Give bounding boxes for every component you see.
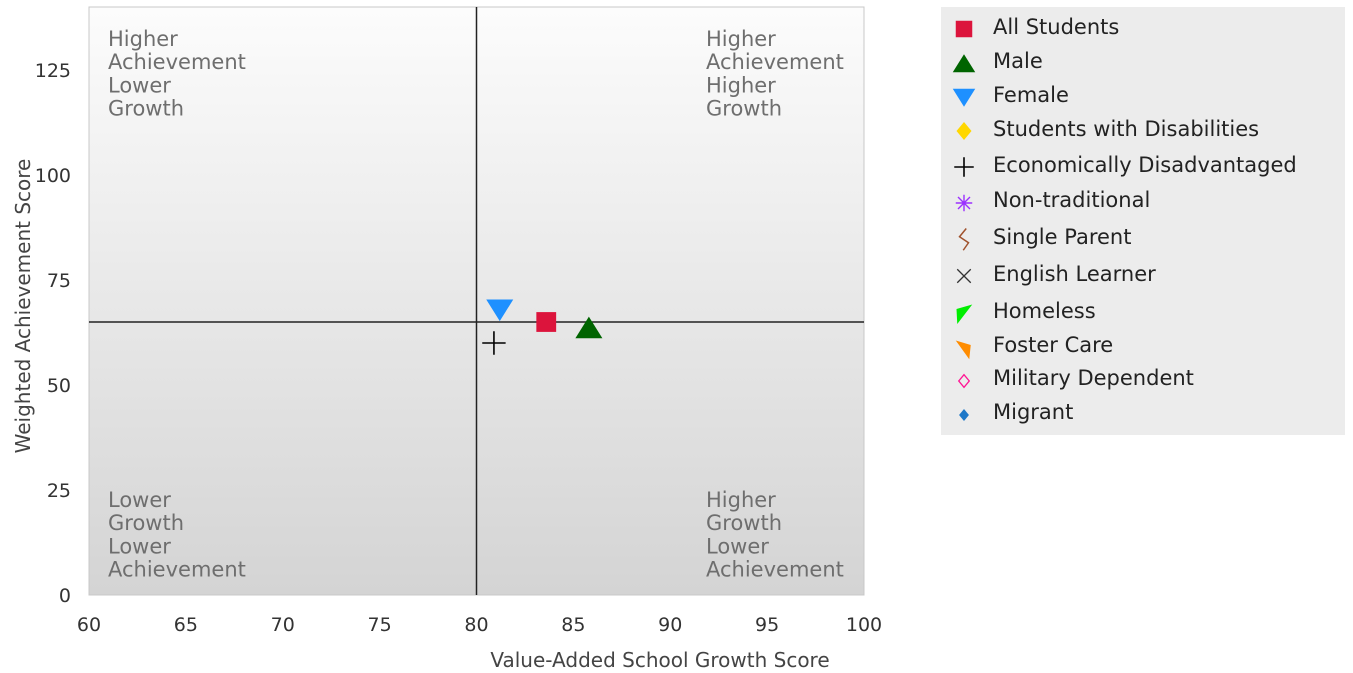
legend-marker [956, 268, 972, 284]
quadrant-label-bottom-right: Growth [706, 511, 782, 535]
y-tick-label: 0 [59, 585, 71, 607]
quadrant-label-top-right: Higher [706, 27, 776, 51]
legend-label[interactable]: Migrant [993, 400, 1073, 424]
y-axis-label: Weighted Achievement Score [11, 159, 35, 454]
quadrant-labels: HigherAchievementLowerGrowthHigherAchiev… [108, 27, 844, 582]
x-tick-label: 60 [77, 614, 101, 636]
legend-marker [956, 122, 972, 140]
legend-label[interactable]: Single Parent [993, 225, 1131, 249]
quadrant-label-bottom-right: Higher [706, 488, 776, 512]
quadrant-label-top-left: Higher [108, 27, 178, 51]
reference-lines [89, 7, 864, 595]
quadrant-label-top-right: Achievement [706, 50, 844, 74]
x-tick-label: 70 [271, 614, 295, 636]
legend-label[interactable]: Female [993, 83, 1069, 107]
legend[interactable]: All Students Male Female Students with Disa… [952, 15, 1297, 424]
quadrant-label-bottom-left: Achievement [108, 558, 246, 582]
quadrant-label-bottom-left: Lower [108, 488, 171, 512]
x-tick-label: 75 [368, 614, 392, 636]
y-tick-label: 75 [47, 270, 71, 292]
legend-label[interactable]: Military Dependent [993, 366, 1194, 390]
legend-label[interactable]: Economically Disadvantaged [993, 153, 1297, 177]
quadrant-label-top-left: Achievement [108, 50, 246, 74]
y-axis-ticks: 0 25 50 75 100 125 [35, 60, 71, 607]
x-tick-label: 90 [658, 614, 682, 636]
data-points [482, 299, 603, 355]
legend-label[interactable]: Foster Care [993, 333, 1113, 357]
x-tick-label: 65 [174, 614, 198, 636]
data-point [575, 316, 603, 339]
x-tick-label: 85 [561, 614, 585, 636]
legend-label[interactable]: Non-traditional [993, 188, 1150, 212]
quadrant-label-top-left: Growth [108, 97, 184, 121]
legend-marker [955, 20, 973, 38]
x-tick-label: 95 [755, 614, 779, 636]
legend-marker [958, 228, 970, 251]
x-tick-label: 100 [846, 614, 882, 636]
x-axis-label: Value-Added School Growth Score [490, 648, 829, 672]
legend-label[interactable]: All Students [993, 15, 1119, 39]
x-tick-label: 80 [464, 614, 488, 636]
legend-marker [955, 194, 973, 212]
quadrant-label-top-left: Lower [108, 73, 171, 97]
quadrant-label-bottom-left: Growth [108, 511, 184, 535]
legend-marker [954, 157, 974, 177]
legend-marker [952, 54, 976, 73]
legend-label[interactable]: Male [993, 49, 1043, 73]
quadrant-label-bottom-right: Achievement [706, 558, 844, 582]
x-axis-ticks: 60 65 70 75 80 85 90 95 100 [77, 614, 882, 636]
legend-marker [955, 340, 971, 360]
legend-label[interactable]: Homeless [993, 299, 1096, 323]
quadrant-label-top-right: Growth [706, 97, 782, 121]
y-tick-label: 25 [47, 480, 71, 502]
data-point [486, 299, 514, 322]
legend-marker [952, 88, 976, 107]
data-point [482, 331, 506, 355]
quadrant-label-bottom-right: Lower [706, 534, 769, 558]
legend-label[interactable]: Students with Disabilities [993, 117, 1259, 141]
legend-box [941, 7, 1345, 435]
data-point [536, 312, 557, 332]
quadrant-label-top-right: Higher [706, 73, 776, 97]
legend-marker [959, 409, 969, 421]
legend-marker [956, 304, 973, 324]
y-tick-label: 50 [47, 375, 71, 397]
y-tick-label: 125 [35, 60, 71, 82]
y-tick-label: 100 [35, 165, 71, 187]
quadrant-label-bottom-left: Lower [108, 534, 171, 558]
legend-label[interactable]: English Learner [993, 262, 1156, 286]
legend-marker [957, 373, 971, 389]
